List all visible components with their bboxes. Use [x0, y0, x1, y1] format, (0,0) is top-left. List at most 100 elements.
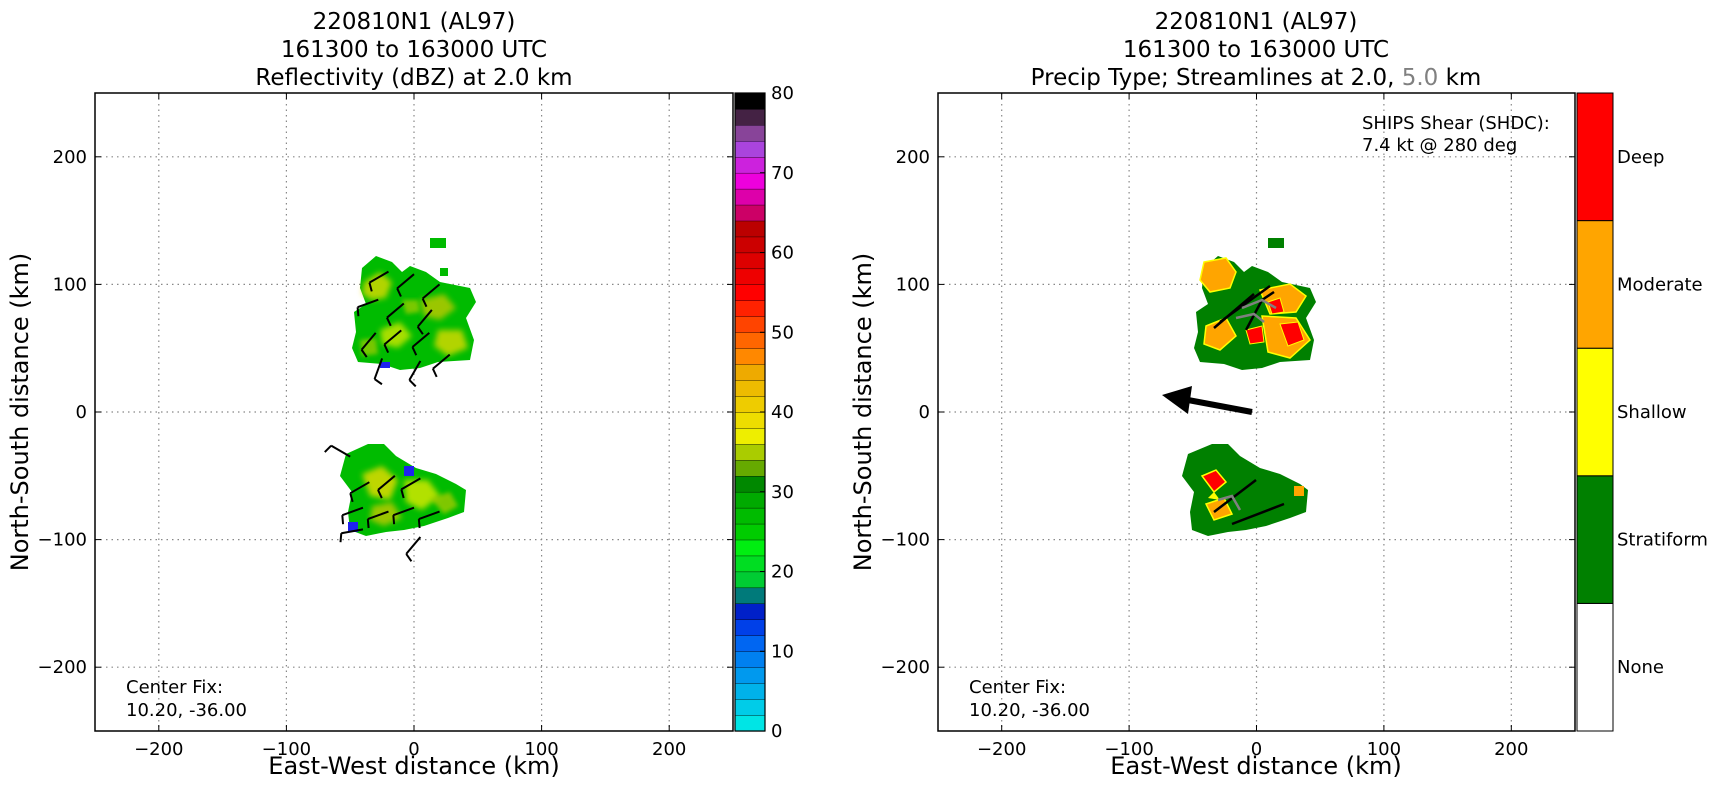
colorbar-segment — [734, 667, 766, 684]
wind-barb-flag — [324, 444, 332, 453]
colorbar-segment — [734, 268, 766, 286]
north-echo-region — [352, 238, 476, 370]
wind-barb-staff — [408, 360, 422, 381]
wind-barb-flag — [339, 533, 343, 543]
colorbar-segment — [734, 682, 766, 700]
category-swatch — [1576, 347, 1614, 477]
wind-barb-flag — [408, 379, 417, 388]
colorbar-segment — [734, 475, 766, 493]
category-label: Stratiform — [1617, 530, 1708, 551]
wind-barb-flag — [411, 346, 418, 356]
right-title-line3: Precip Type; Streamlines at 2.0, 5.0 km — [1031, 65, 1482, 91]
x-tick-label: 0 — [1251, 739, 1262, 760]
colorbar-segment — [734, 411, 766, 429]
colorbar-segment — [734, 124, 766, 142]
y-tick-label: 0 — [76, 402, 87, 423]
wind-barb-flag — [383, 344, 390, 354]
south-precip-region — [1182, 444, 1308, 536]
colorbar-segment — [734, 236, 766, 254]
right-center-fix-label: Center Fix: — [969, 677, 1066, 698]
right-y-axis-label: North-South distance (km) — [849, 253, 877, 572]
colorbar-segment — [734, 348, 766, 365]
right-title-line1: 220810N1 (AL97) — [1155, 9, 1358, 35]
colorbar-segment — [734, 714, 766, 732]
left-center-fix-value: 10.20, -36.00 — [126, 700, 247, 721]
x-tick-label: −100 — [262, 739, 311, 760]
wind-barb-flag — [417, 518, 421, 529]
right-title-line3-suffix: km — [1446, 65, 1482, 91]
colorbar-segment — [734, 491, 766, 509]
right-title-line2: 161300 to 163000 UTC — [1123, 37, 1389, 63]
y-tick-label: 0 — [919, 402, 930, 423]
colorbar-tick-label: 50 — [771, 322, 794, 343]
y-tick-label: −100 — [38, 530, 87, 551]
colorbar-segment — [734, 587, 766, 605]
colorbar-segment — [734, 603, 766, 620]
left-title-line3: Reflectivity (dBZ) at 2.0 km — [255, 65, 572, 91]
x-tick-label: 100 — [524, 739, 558, 760]
wind-barb-flag — [392, 515, 396, 525]
y-tick-label: −200 — [38, 657, 87, 678]
colorbar-segment — [734, 316, 766, 333]
wind-barb-flag — [405, 553, 413, 562]
colorbar-tick-label: 80 — [771, 83, 794, 104]
colorbar-segment — [734, 140, 766, 158]
colorbar-tick-label: 20 — [771, 562, 794, 583]
colorbar-segment — [734, 571, 766, 589]
x-tick-label: −200 — [134, 739, 183, 760]
category-swatch — [1576, 92, 1614, 222]
wind-barbs — [324, 270, 451, 562]
wind-barb-staff — [396, 273, 415, 290]
colorbar-segment — [734, 300, 766, 317]
colorbar-segment — [734, 507, 766, 525]
category-swatch — [1576, 220, 1614, 349]
left-title-line1: 220810N1 (AL97) — [313, 9, 516, 35]
precip-type-field — [1182, 238, 1316, 536]
wind-barb-flag — [421, 298, 428, 308]
colorbar-tick-label: 40 — [771, 402, 794, 423]
shear-value: 7.4 kt @ 280 deg — [1362, 135, 1517, 156]
colorbar-segment — [734, 252, 766, 270]
wind-barb-staff — [377, 475, 396, 491]
colorbar-tick-label: 60 — [771, 243, 794, 264]
wind-barb-flag — [377, 489, 383, 499]
colorbar-segment — [734, 539, 766, 557]
shear-label: SHIPS Shear (SHDC): — [1362, 113, 1550, 134]
wind-barb-staff — [392, 506, 415, 517]
wind-barb-staff — [422, 283, 441, 300]
right-title-line3-highlight: 5.0 — [1402, 65, 1439, 91]
wind-barb-flag — [386, 317, 392, 327]
y-tick-label: 200 — [896, 147, 930, 168]
colorbar-segment — [734, 395, 766, 413]
colorbar-segment — [734, 363, 766, 381]
left-center-fix-label: Center Fix: — [126, 677, 223, 698]
wind-barb-staff — [411, 332, 430, 348]
x-tick-label: −100 — [1104, 739, 1153, 760]
y-tick-label: −200 — [881, 657, 930, 678]
reflectivity-panel: 220810N1 (AL97) 161300 to 163000 UTC Ref… — [6, 9, 794, 780]
y-tick-label: 200 — [53, 147, 87, 168]
colorbar-tick-label: 0 — [771, 721, 782, 742]
x-tick-label: 200 — [1494, 739, 1528, 760]
wind-barb-staff — [330, 444, 351, 458]
wind-barb-flag — [356, 307, 360, 317]
category-label: Deep — [1617, 147, 1664, 168]
colorbar-segment — [734, 523, 766, 541]
wind-barb-staff — [341, 528, 364, 535]
wind-barb-flag — [360, 349, 368, 358]
colorbar-tick-label: 10 — [771, 641, 794, 662]
wind-barb-staff — [383, 329, 402, 346]
category-label: Shallow — [1617, 402, 1687, 423]
wind-barb-flag — [341, 515, 345, 525]
colorbar-tick-label: 70 — [771, 163, 794, 184]
colorbar-segment — [734, 172, 766, 190]
colorbar-segment — [734, 204, 766, 222]
wind-barb-staff — [368, 270, 389, 284]
shear-vector-arrow — [1162, 386, 1253, 415]
wind-barb-staff — [357, 298, 379, 309]
left-axis-ticks: −200 −100 0 100 200 −200 −100 0 100 200 — [38, 93, 733, 760]
colorbar-segment — [734, 156, 766, 174]
left-y-axis-label: North-South distance (km) — [6, 253, 34, 572]
streamlines — [1213, 284, 1285, 526]
right-axis-ticks: −200 −100 0 100 200 −200 −100 0 100 200 — [881, 93, 1575, 760]
